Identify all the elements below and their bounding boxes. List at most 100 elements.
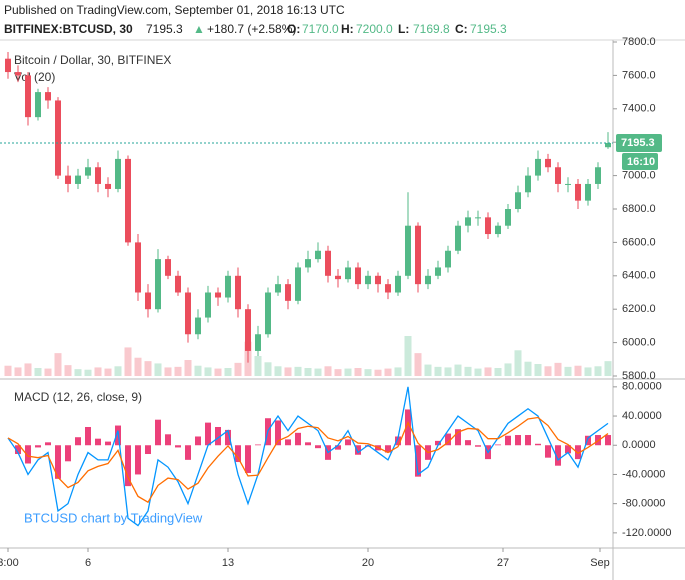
candle-body: [75, 175, 81, 184]
y-tick-label: 0.0000: [622, 439, 656, 451]
candle-body: [125, 158, 131, 243]
histogram-bar: [515, 435, 521, 446]
countdown: 16:10: [627, 156, 655, 168]
histogram-bar: [245, 445, 251, 473]
volume-bar: [34, 368, 42, 376]
volume-bar: [554, 362, 562, 376]
volume-bar: [344, 368, 352, 376]
candle-body: [365, 275, 371, 285]
volume-bar: [104, 368, 112, 376]
candle-body: [325, 250, 331, 276]
candle-body: [505, 209, 511, 226]
histogram-bar: [185, 445, 191, 460]
histogram-bar: [575, 445, 581, 460]
volume-bar: [64, 365, 72, 376]
y-tick-label: 6000.0: [622, 337, 656, 349]
y-tick-label: -120.0000: [622, 527, 672, 539]
histogram-bar: [455, 429, 461, 446]
histogram-bar: [305, 442, 311, 446]
countdown-box: [622, 152, 658, 170]
histogram-bar: [315, 445, 321, 449]
macd-legend: MACD (12, 26, close, 9): [14, 390, 142, 404]
candle-body: [455, 225, 461, 251]
histogram-bar: [135, 445, 141, 475]
candle-body: [15, 72, 21, 76]
candle-body: [315, 250, 321, 260]
candle-body: [555, 167, 561, 184]
y-tick-label: 80.0000: [622, 381, 662, 393]
histogram-bar: [155, 419, 161, 446]
y-tick-label: 5800.0: [622, 370, 656, 382]
histogram-bar: [255, 444, 261, 446]
x-tick-label: 3:00: [0, 557, 19, 569]
last-price-label: 7195.3: [621, 137, 655, 149]
change: +180.7 (+2.58%): [207, 22, 296, 36]
volume-bar: [364, 369, 372, 376]
histogram-bar: [35, 445, 41, 448]
volume-bar: [594, 366, 602, 376]
volume-bar: [44, 368, 52, 376]
histogram-bar: [475, 445, 481, 447]
volume-bar: [494, 368, 502, 376]
published: Published on TradingView.com, September …: [4, 3, 345, 17]
histogram-bar: [395, 436, 401, 446]
histogram-bar: [105, 441, 111, 446]
candle-body: [475, 217, 481, 219]
candle-body: [465, 217, 471, 226]
candle-body: [285, 284, 291, 301]
histogram-bar: [605, 435, 611, 446]
volume-bar: [14, 367, 22, 376]
y-tick-label: 6200.0: [622, 303, 656, 315]
ohlc-label: L:: [398, 22, 409, 36]
volume-bar: [194, 365, 202, 376]
histogram-bar: [165, 434, 171, 446]
volume-bar: [304, 368, 312, 376]
histogram-bar: [25, 445, 31, 464]
candle-body: [575, 183, 581, 201]
candle-body: [415, 225, 421, 285]
volume-bar: [464, 366, 472, 376]
candle-body: [5, 58, 11, 73]
volume-legend: Vol (20): [14, 70, 55, 84]
candle-body: [295, 267, 301, 301]
histogram-bar: [15, 445, 21, 455]
candle-body: [205, 292, 211, 318]
volume-bar: [514, 350, 522, 376]
histogram-bar: [195, 436, 201, 446]
last: 7195.3: [146, 22, 183, 36]
volume-bar: [424, 364, 432, 376]
candle-body: [605, 142, 611, 148]
candle-body: [135, 242, 141, 293]
volume-bar: [214, 368, 222, 376]
histogram-bar: [535, 443, 541, 446]
candle-body: [435, 267, 441, 276]
candle-body: [265, 292, 271, 335]
volume-bar: [314, 368, 322, 376]
candle-body: [275, 284, 281, 293]
candle-body: [535, 158, 541, 176]
histogram-bar: [545, 445, 551, 458]
histogram-bar: [335, 445, 341, 450]
y-tick-label: 6400.0: [622, 270, 656, 282]
candle-body: [305, 259, 311, 268]
y-tick-label: 40.0000: [622, 410, 662, 422]
volume-bar: [444, 367, 452, 376]
candle-body: [425, 275, 431, 285]
histogram-bar: [125, 445, 131, 487]
x-tick-label: Sep: [590, 557, 610, 569]
histogram-bar: [95, 438, 101, 446]
volume-bar: [454, 364, 462, 376]
volume-bar: [174, 366, 182, 376]
candle-body: [545, 158, 551, 168]
volume-bar: [334, 369, 342, 376]
volume-bar: [154, 363, 162, 376]
candle-body: [155, 259, 161, 310]
volume-bar: [4, 365, 12, 376]
histogram-bar: [585, 435, 591, 446]
candle-body: [335, 275, 341, 280]
volume-bar: [284, 367, 292, 376]
volume-bar: [434, 366, 442, 376]
histogram-bar: [435, 440, 441, 446]
volume-bar: [484, 367, 492, 376]
